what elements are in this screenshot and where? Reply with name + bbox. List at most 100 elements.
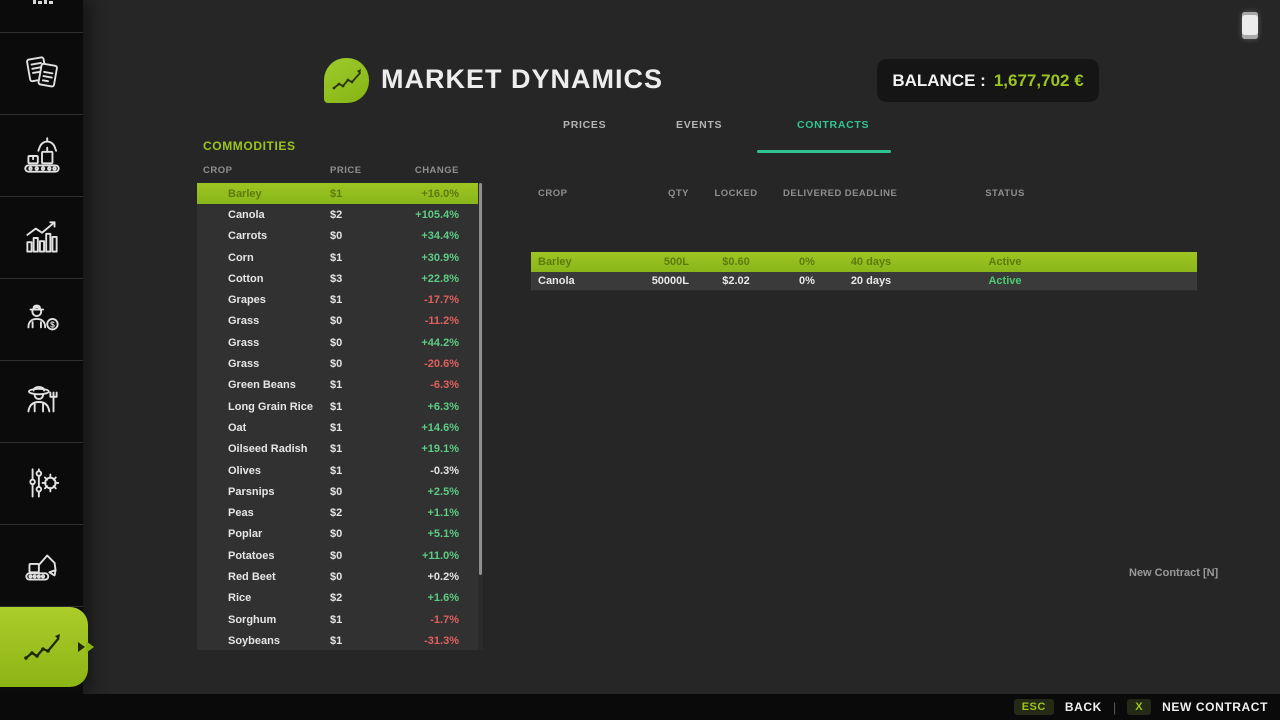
sidebar-item-production[interactable] <box>0 115 83 197</box>
commodity-name: Rice <box>228 592 252 605</box>
sidebar-item-construction[interactable] <box>0 525 83 607</box>
sidebar-item-sales[interactable]: $ <box>0 279 83 361</box>
sidebar-item-market-dynamics[interactable] <box>0 607 94 687</box>
contract-locked: $0.60 <box>722 255 750 268</box>
commodity-row[interactable]: Cotton $3 +22.8% <box>197 268 478 290</box>
commodity-row[interactable]: Poplar $0 +5.1% <box>197 523 478 546</box>
contract-row[interactable]: Canola 50000L $2.02 0% 20 days Active <box>531 271 1197 291</box>
app-logo-leaf-icon <box>324 58 369 103</box>
commodity-row[interactable]: Parsnips $0 +2.5% <box>197 481 478 503</box>
balance-value: 1,677,702 € <box>993 70 1084 90</box>
commodity-price: $0 <box>330 485 343 498</box>
commodity-change: +30.9% <box>421 251 459 264</box>
contract-status: Active <box>988 255 1022 268</box>
commodity-name: Corn <box>228 251 254 264</box>
commodity-name: Poplar <box>228 528 263 541</box>
commodity-row[interactable]: Barley $1 +16.0% <box>197 183 478 205</box>
commodity-price: $1 <box>330 634 343 647</box>
commodity-row[interactable]: Olives $1 -0.3% <box>197 459 478 482</box>
balance-label: BALANCE : <box>892 70 986 90</box>
commodity-name: Peas <box>228 507 254 520</box>
commodity-name: Red Beet <box>228 570 276 583</box>
contract-crop: Barley <box>538 255 572 268</box>
commodity-price: $0 <box>330 358 343 371</box>
contracts-col-delivered: DELIVERED <box>783 188 842 199</box>
commodity-change: +19.1% <box>421 443 459 456</box>
commodity-row[interactable]: Green Beans $1 -6.3% <box>197 374 478 396</box>
commodity-row[interactable]: Oat $1 +14.6% <box>197 417 478 439</box>
commodities-title: COMMODITIES <box>203 139 296 153</box>
sidebar-item-farmer[interactable] <box>0 361 83 443</box>
contract-qty: 500L <box>663 255 689 268</box>
partial-icon <box>20 0 64 12</box>
sidebar-item-statistics[interactable] <box>0 197 83 279</box>
commodity-row[interactable]: Grass $0 -11.2% <box>197 310 478 333</box>
balance-pill: BALANCE : 1,677,702 € <box>877 59 1099 102</box>
tab-events[interactable]: EVENTS <box>676 119 723 131</box>
new-contract-button[interactable]: NEW CONTRACT <box>1162 700 1268 714</box>
commodity-name: Grapes <box>228 294 266 307</box>
commodity-price: $1 <box>330 379 343 392</box>
commodity-row[interactable]: Carrots $0 +34.4% <box>197 225 478 247</box>
footer-divider: | <box>1112 699 1117 715</box>
commodity-change: +1.1% <box>427 507 460 520</box>
commodity-row[interactable]: Red Beet $0 +0.2% <box>197 566 478 588</box>
commodity-name: Sorghum <box>228 613 277 626</box>
commodity-change: +105.4% <box>415 208 459 221</box>
contract-row[interactable]: Barley 500L $0.60 0% 40 days Active <box>531 252 1197 272</box>
commodity-change: +1.6% <box>427 592 460 605</box>
commodity-name: Parsnips <box>228 485 275 498</box>
commodity-row[interactable]: Oilseed Radish $1 +19.1% <box>197 438 478 460</box>
commodity-change: -17.7% <box>424 294 459 307</box>
commodity-name: Potatoes <box>228 549 275 562</box>
commodity-name: Canola <box>228 208 265 221</box>
commodity-row[interactable]: Corn $1 +30.9% <box>197 246 478 269</box>
page-title: MARKET DYNAMICS <box>381 64 663 94</box>
commodity-change: +2.5% <box>427 485 460 498</box>
commodity-row[interactable]: Peas $2 +1.1% <box>197 502 478 524</box>
commodity-price: $0 <box>330 336 343 349</box>
sidebar-item-top-partial[interactable] <box>0 0 83 33</box>
commodities-scrollbar[interactable] <box>478 183 483 650</box>
commodity-price: $1 <box>330 443 343 456</box>
commodity-row[interactable]: Grass $0 -20.6% <box>197 353 478 375</box>
sidebar-item-settings[interactable] <box>0 443 83 525</box>
commodity-price: $0 <box>330 315 343 328</box>
commodity-row[interactable]: Long Grain Rice $1 +6.3% <box>197 395 478 418</box>
farmer-icon <box>19 379 65 425</box>
commodity-row[interactable]: Grapes $1 -17.7% <box>197 289 478 311</box>
contract-delivered: 0% <box>799 274 815 287</box>
commodity-change: -11.2% <box>424 315 459 328</box>
commodity-name: Green Beans <box>228 379 296 392</box>
tab-contracts[interactable]: CONTRACTS <box>797 119 870 131</box>
commodity-row[interactable]: Soybeans $1 -31.3% <box>197 630 478 650</box>
commodity-change: -6.3% <box>430 379 459 392</box>
commodity-price: $1 <box>330 421 343 434</box>
back-button[interactable]: BACK <box>1064 700 1102 714</box>
svg-text:$: $ <box>50 319 55 329</box>
commodity-row[interactable]: Canola $2 +105.4% <box>197 204 478 226</box>
sidebar-item-documents[interactable] <box>0 33 83 115</box>
x-key-button[interactable]: X <box>1127 699 1152 715</box>
commodity-row[interactable]: Rice $2 +1.6% <box>197 587 478 609</box>
commodity-change: +22.8% <box>421 272 459 285</box>
commodities-header: CROP PRICE CHANGE <box>197 165 478 176</box>
commodity-change: -20.6% <box>424 358 459 371</box>
commodities-scrollbar-thumb[interactable] <box>479 183 482 575</box>
esc-key-button[interactable]: ESC <box>1013 699 1054 715</box>
commodity-name: Grass <box>228 336 260 349</box>
production-icon <box>19 133 65 179</box>
commodity-name: Oat <box>228 421 247 434</box>
commodity-price: $1 <box>330 294 343 307</box>
phone-icon[interactable] <box>1242 12 1258 39</box>
commodity-price: $0 <box>330 549 343 562</box>
commodity-row[interactable]: Grass $0 +44.2% <box>197 332 478 354</box>
commodity-name: Oilseed Radish <box>228 443 308 456</box>
commodity-row[interactable]: Sorghum $1 -1.7% <box>197 608 478 631</box>
commodity-row[interactable]: Potatoes $0 +11.0% <box>197 545 478 567</box>
tab-prices[interactable]: PRICES <box>563 119 607 131</box>
commodity-change: +14.6% <box>421 421 459 434</box>
commodity-change: +16.0% <box>421 187 459 200</box>
contract-status: Active <box>988 274 1022 287</box>
contracts-col-deadline: DEADLINE <box>844 188 898 199</box>
